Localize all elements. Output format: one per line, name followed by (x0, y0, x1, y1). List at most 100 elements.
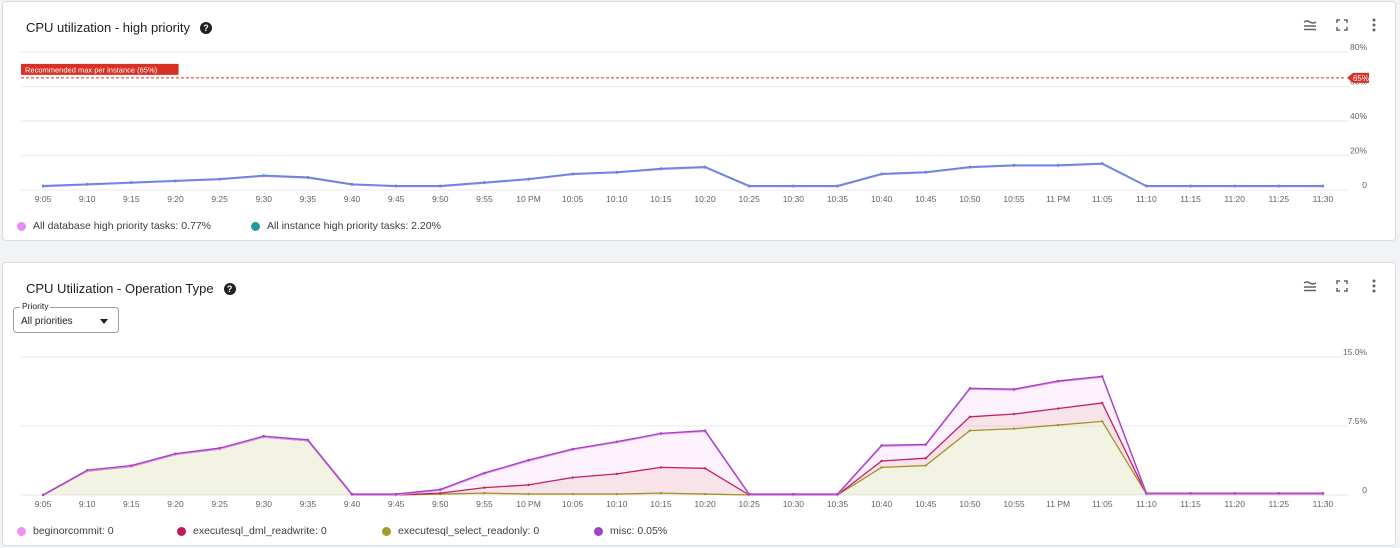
series-line-All instance high priority tasks (43, 162, 1323, 187)
y-tick-label: 0 (1362, 180, 1367, 190)
legend-toggle-icon[interactable] (1303, 18, 1317, 32)
x-tick-label: 11:05 (1092, 194, 1113, 204)
more-options-icon[interactable] (1367, 279, 1381, 293)
fullscreen-icon[interactable] (1335, 279, 1349, 293)
data-point-All instance high priority tasks (394, 184, 398, 187)
data-point-misc (1321, 491, 1325, 495)
data-point-executesql_select_readonly (1101, 420, 1104, 423)
x-tick-label: 10:05 (562, 499, 584, 509)
data-point-executesql_dml_readwrite (659, 466, 663, 469)
legend-item-misc[interactable]: misc: 0.05% (594, 525, 667, 537)
x-tick-label: 10:25 (739, 499, 761, 509)
legend-label: All instance high priority tasks: 2.20% (267, 220, 441, 232)
data-point-executesql_dml_readwrite (1056, 407, 1060, 410)
y-tick-label: 40% (1350, 111, 1367, 121)
priority-select[interactable]: Priority All priorities (13, 301, 119, 333)
chart-legend: All database high priority tasks: 0.77% … (17, 220, 441, 232)
data-point-executesql_select_readonly (924, 464, 927, 467)
legend-label: beginorcommit: 0 (33, 525, 114, 537)
x-tick-label: 10:55 (1003, 499, 1025, 509)
data-point-All instance high priority tasks (218, 177, 221, 180)
data-point-misc (1012, 388, 1016, 391)
chevron-down-icon (100, 319, 108, 324)
data-point-executesql_dml_readwrite (1012, 412, 1016, 416)
series-area-beginorcommit (43, 377, 1323, 495)
data-point-All instance high priority tasks (836, 184, 839, 187)
data-point-misc (968, 387, 972, 390)
y-tick-label: 20% (1350, 146, 1367, 156)
data-point-executesql_select_readonly (571, 492, 574, 496)
x-tick-label: 10:20 (694, 499, 716, 509)
cpu-operation-type-chart: 0 7.5% 15.0% 9:05 9:10 9:15 9:20 9:25 9:30 9:35 9:… (21, 347, 1368, 509)
legend-label: executesql_select_readonly: 0 (398, 525, 540, 537)
help-icon[interactable]: ? (223, 282, 236, 295)
x-tick-label: 9:40 (344, 194, 361, 204)
x-tick-label: 11 PM (1046, 194, 1070, 204)
legend-swatch (251, 221, 261, 231)
data-point-All instance high priority tasks (924, 170, 927, 174)
data-point-All instance high priority tasks (1233, 184, 1236, 187)
data-point-executesql_select_readonly (527, 492, 530, 496)
legend-item-database[interactable]: All database high priority tasks: 0.77% (17, 220, 211, 232)
data-point-misc (615, 440, 618, 443)
legend-swatch (594, 526, 603, 536)
data-point-All instance high priority tasks (615, 170, 618, 174)
cpu-high-priority-chart: 020%40%60%80%9:059:109:159:209:259:309:3… (21, 42, 1369, 204)
series-area-executesql_dml_readwrite (43, 403, 1323, 495)
data-point-executesql_select_readonly (1012, 427, 1016, 430)
data-point-All instance high priority tasks (1145, 184, 1148, 187)
data-point-All instance high priority tasks (306, 175, 310, 179)
chart-toolbar (1303, 18, 1381, 32)
x-tick-label: 11:20 (1224, 499, 1245, 509)
x-tick-label: 9:25 (211, 499, 228, 509)
chart-toolbar (1303, 279, 1381, 293)
x-tick-label: 10:30 (783, 194, 805, 204)
x-tick-label: 10:40 (871, 499, 893, 509)
data-point-All instance high priority tasks (792, 184, 795, 187)
legend-item-beginorcommit[interactable]: beginorcommit: 0 (17, 525, 177, 537)
data-point-executesql_dml_readwrite (483, 486, 486, 489)
data-point-executesql_select_readonly (659, 491, 663, 495)
data-point-misc (218, 446, 221, 450)
data-point-misc (836, 492, 839, 496)
legend-label: executesql_dml_readwrite: 0 (193, 525, 327, 537)
fullscreen-icon[interactable] (1335, 18, 1349, 32)
x-tick-label: 11:10 (1136, 194, 1157, 204)
x-tick-label: 10:50 (959, 499, 981, 509)
y-tick-label: 7.5% (1348, 416, 1368, 426)
legend-item-select-readonly[interactable]: executesql_select_readonly: 0 (382, 525, 594, 537)
legend-item-dml-readwrite[interactable]: executesql_dml_readwrite: 0 (177, 525, 382, 537)
legend-item-instance[interactable]: All instance high priority tasks: 2.20% (251, 220, 441, 232)
x-tick-label: 10:10 (606, 194, 628, 204)
data-point-All instance high priority tasks (174, 179, 177, 182)
x-tick-label: 9:10 (79, 499, 96, 509)
x-tick-label: 10:50 (959, 194, 981, 204)
x-tick-label: 9:40 (344, 499, 361, 509)
chart-title: CPU utilization - high priority ? (26, 20, 213, 35)
legend-swatch (177, 526, 186, 536)
data-point-executesql_dml_readwrite (880, 459, 883, 463)
x-tick-label: 10:35 (827, 499, 849, 509)
x-tick-label: 9:25 (211, 194, 228, 204)
x-tick-label: 9:05 (35, 499, 52, 509)
legend-label: All database high priority tasks: 0.77% (33, 220, 212, 232)
data-point-misc (748, 492, 751, 496)
data-point-executesql_dml_readwrite (571, 476, 574, 479)
x-tick-label: 9:30 (255, 499, 272, 509)
y-tick-label: 0 (1362, 485, 1367, 495)
help-icon[interactable]: ? (200, 21, 213, 34)
data-point-executesql_dml_readwrite (615, 472, 618, 476)
data-point-misc (350, 492, 354, 496)
legend-toggle-icon[interactable] (1303, 279, 1317, 293)
x-tick-label: 10:30 (783, 499, 805, 509)
data-point-executesql_dml_readwrite (924, 457, 927, 460)
priority-select-label: Priority (20, 301, 51, 311)
legend-swatch (382, 526, 391, 536)
legend-swatch (17, 526, 26, 536)
data-point-All instance high priority tasks (350, 182, 354, 186)
x-tick-label: 10:45 (915, 499, 937, 509)
data-point-misc (1189, 491, 1192, 495)
series-area-executesql_select_readonly (43, 421, 1323, 495)
x-tick-label: 10:10 (606, 499, 628, 509)
more-options-icon[interactable] (1367, 18, 1381, 32)
